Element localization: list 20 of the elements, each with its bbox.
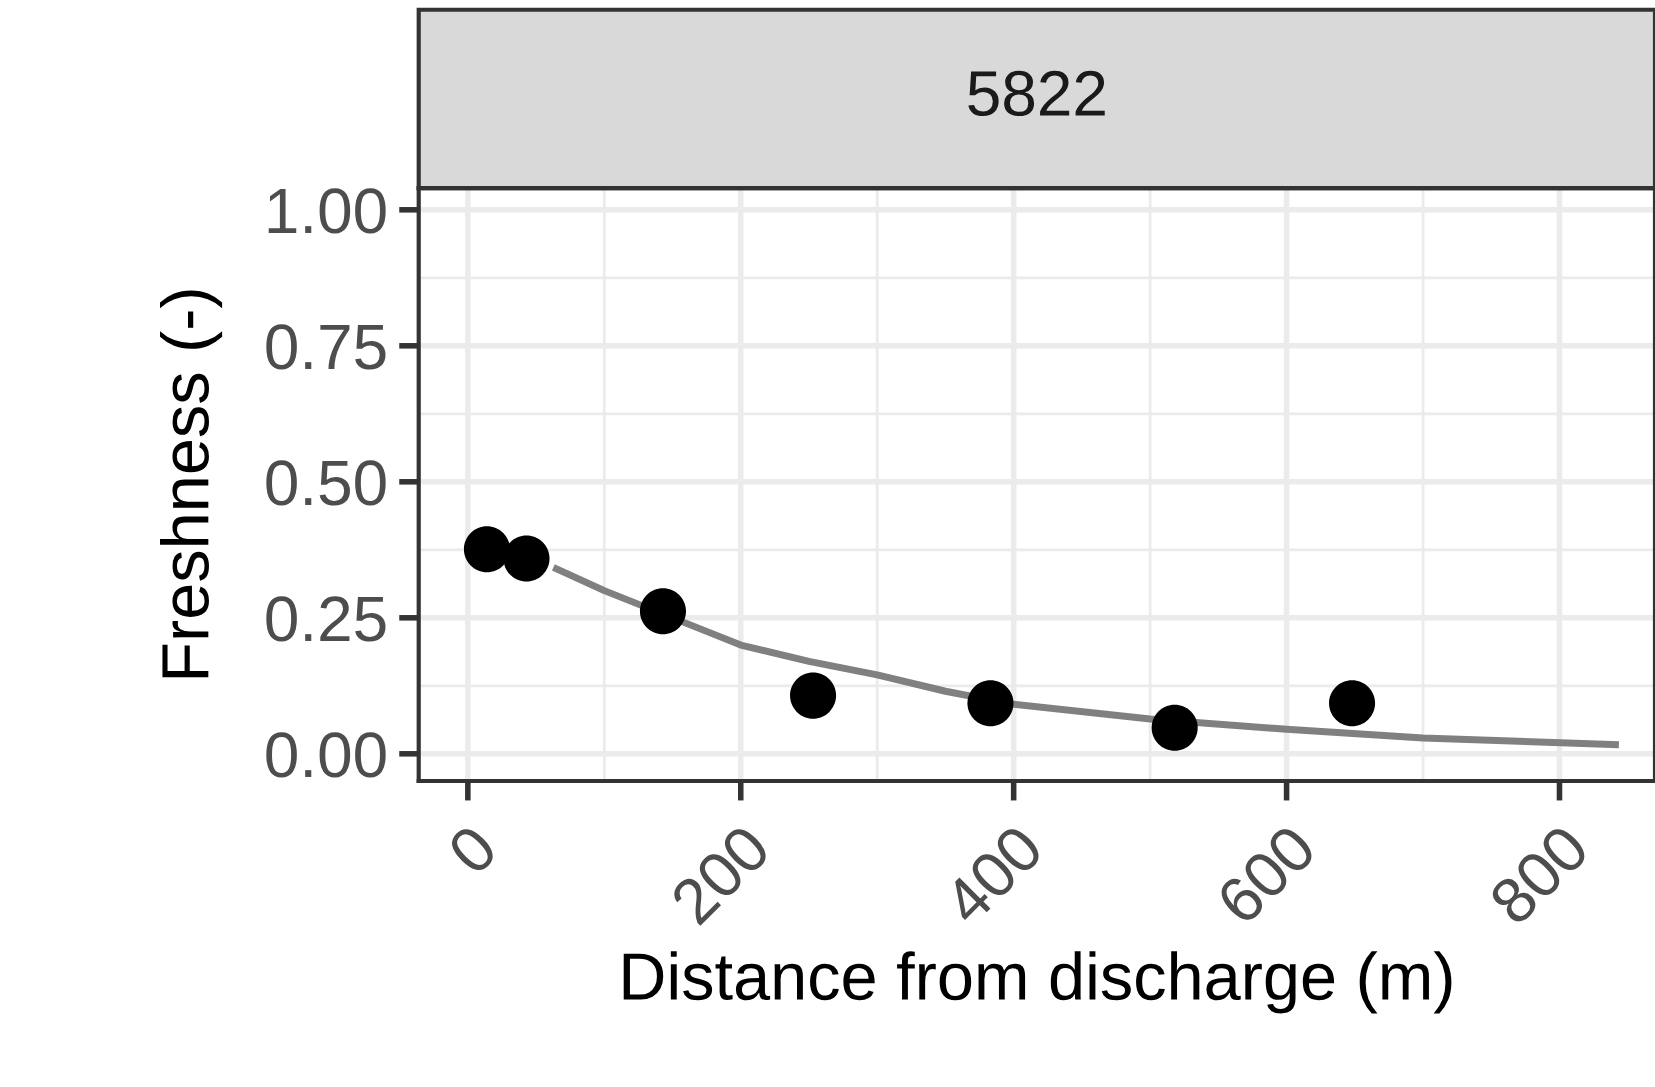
point: [463, 526, 510, 573]
point: [790, 672, 837, 719]
point: [967, 680, 1014, 727]
y-tick-label: 0.25: [266, 596, 386, 642]
point: [1151, 704, 1198, 751]
x-axis-title: Distance from discharge (m): [623, 951, 1452, 1014]
y-tick-label: 0.50: [266, 460, 386, 506]
point: [1329, 680, 1376, 727]
x-tick-label: 600: [1214, 822, 1318, 927]
chart-title: 5822: [968, 70, 1105, 117]
y-tick-label: 0.00: [266, 732, 386, 778]
point: [639, 588, 686, 635]
point: [503, 535, 550, 582]
x-tick-label: 200: [668, 822, 773, 927]
y-axis-title: Freshness (-): [160, 290, 223, 678]
x-tick-label: 400: [940, 822, 1046, 928]
x-tick-label: 0: [445, 822, 500, 877]
y-tick-label: 1.00: [268, 188, 386, 234]
y-tick-label: 0.75: [266, 324, 386, 370]
x-tick-label: 800: [1487, 822, 1591, 927]
